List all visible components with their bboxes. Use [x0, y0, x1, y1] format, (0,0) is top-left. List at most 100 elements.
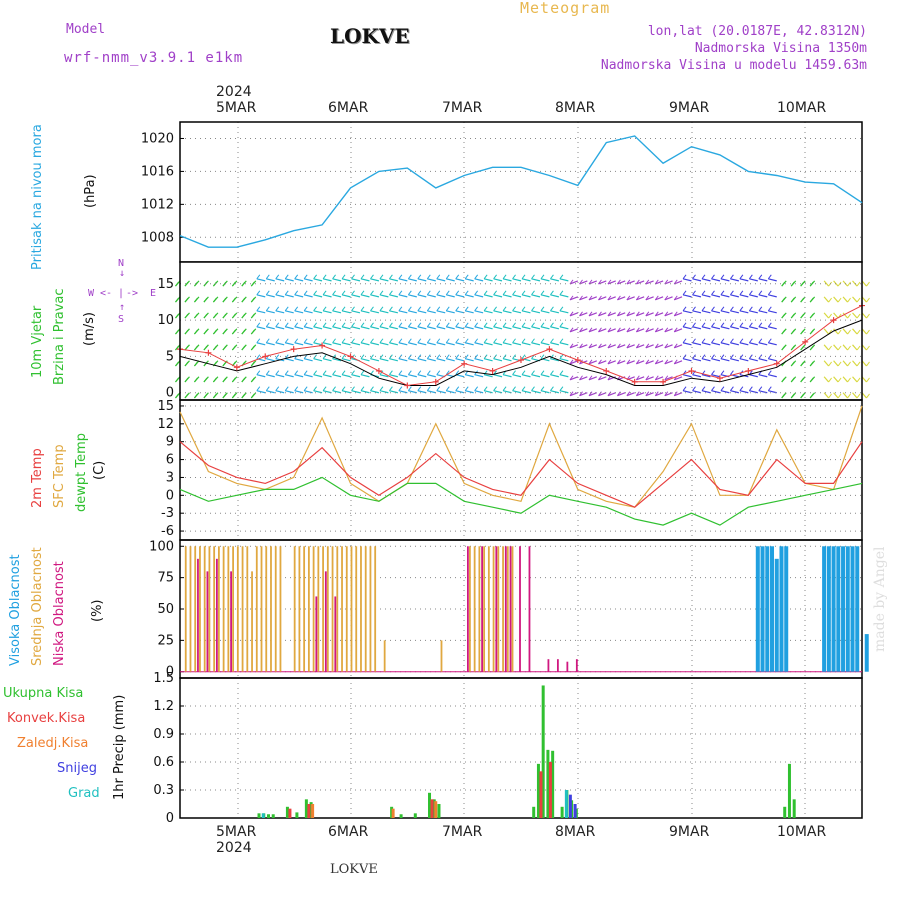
wind-barb-flag	[800, 345, 805, 351]
wind-barb-flag	[426, 338, 431, 344]
wind-barb	[645, 312, 654, 317]
wind-barb-flag	[790, 281, 795, 287]
wind-barb	[701, 390, 711, 394]
wind-barb	[692, 358, 702, 362]
wind-barb-flag	[635, 375, 640, 381]
wind-speed-line	[179, 319, 863, 386]
wind-barb-flag	[474, 354, 479, 360]
wind-barb	[768, 278, 777, 282]
wind-barb	[389, 294, 399, 298]
wind-barb	[341, 278, 351, 282]
compass-arrow: ->	[126, 288, 139, 299]
wind-barb-flag	[360, 370, 365, 376]
wind-barb	[617, 328, 626, 333]
wind-barb-flag	[664, 279, 669, 285]
low-cloud-bar	[230, 571, 232, 672]
wind-barb	[389, 310, 399, 314]
wind-barb	[360, 294, 370, 298]
y-tick-label: 5	[166, 349, 174, 364]
wind-barb-flag	[194, 361, 198, 367]
wind-barb	[692, 374, 702, 378]
wind-barb	[768, 310, 777, 314]
wind-barb	[540, 342, 550, 346]
wind-barb-flag	[445, 370, 450, 376]
wind-barb	[559, 390, 569, 394]
wind-barb-flag	[231, 297, 236, 303]
wind-barb-flag	[790, 297, 795, 303]
wind-barb-flag	[579, 279, 583, 285]
wind-barb	[360, 374, 370, 378]
wind-barb-flag	[265, 322, 270, 328]
wind-barb	[483, 326, 493, 330]
wind-barb-flag	[417, 386, 422, 391]
wind-barb-flag	[250, 281, 255, 287]
dewpt-line	[179, 476, 863, 526]
wind-barb	[823, 312, 830, 319]
wind-barb-flag	[351, 290, 355, 296]
wind-barb-flag	[241, 297, 246, 303]
wind-barb-flag	[682, 290, 687, 296]
wind-barb	[493, 294, 503, 298]
wind-barb-flag	[407, 322, 412, 328]
wind-barb	[370, 310, 380, 314]
high-cloud-bar	[779, 546, 784, 672]
total-rain-bar	[413, 813, 417, 818]
wind-barb	[436, 326, 446, 330]
wind-barb	[502, 374, 512, 378]
wind-barb-flag	[730, 290, 734, 296]
wind-barb	[285, 278, 294, 282]
wind-barb	[427, 342, 436, 346]
wind-barb-flag	[303, 370, 308, 376]
wind-barb-flag	[379, 290, 384, 296]
wind-barb	[682, 310, 692, 314]
wind-barb	[758, 342, 768, 346]
wind-barb	[711, 278, 721, 282]
wind-barb-flag	[588, 359, 593, 365]
wind-barb	[398, 326, 408, 330]
wind-barb-flag	[464, 338, 469, 344]
wind-barb	[455, 390, 465, 394]
low-cloud-bar	[556, 659, 559, 672]
wind-barb-flag	[360, 386, 365, 391]
wind-barb	[408, 278, 417, 282]
wind-barb-flag	[748, 290, 753, 296]
compass-east: E	[150, 288, 157, 299]
wind-barb	[370, 358, 380, 362]
wind-barb	[446, 310, 455, 314]
wind-barb-flag	[265, 386, 270, 391]
mid-cloud-bar	[189, 546, 192, 672]
mid-cloud-bar	[307, 546, 310, 672]
wind-barb	[493, 310, 503, 314]
wind-barb-flag	[664, 375, 669, 381]
wind-barb-flag	[474, 274, 479, 280]
frz-rain-bar	[311, 804, 315, 818]
y-tick-label: 1.5	[153, 671, 174, 686]
wind-barb	[332, 278, 342, 282]
wind-barb	[275, 342, 285, 346]
wind-barb-flag	[417, 370, 422, 376]
wind-barb	[446, 342, 455, 346]
wind-barb-flag	[866, 297, 870, 303]
wind-barb-flag	[701, 322, 706, 328]
wind-barb	[559, 310, 569, 314]
low-cloud-bar	[509, 546, 512, 672]
wind-barb-flag	[203, 377, 208, 383]
wind-barb-flag	[856, 313, 861, 319]
wind-gust-marker	[205, 349, 212, 356]
wind-barb	[512, 310, 522, 314]
wind-barb-flag	[231, 313, 236, 319]
wind-barb	[465, 294, 474, 298]
wind-barb-flag	[626, 359, 631, 365]
total-rain-bar	[546, 749, 550, 818]
wind-barb-flag	[502, 322, 507, 328]
wind-barb-flag	[730, 274, 734, 280]
wind-barb-flag	[379, 274, 384, 280]
wind-barb	[360, 278, 370, 282]
wind-barb-flag	[303, 322, 308, 328]
total-rain-bar	[271, 814, 275, 818]
wind-barb	[598, 392, 607, 397]
wind-barb	[701, 374, 711, 378]
wind-barb	[313, 342, 323, 346]
wind-barb-flag	[809, 281, 814, 287]
wind-barb-flag	[445, 290, 450, 296]
